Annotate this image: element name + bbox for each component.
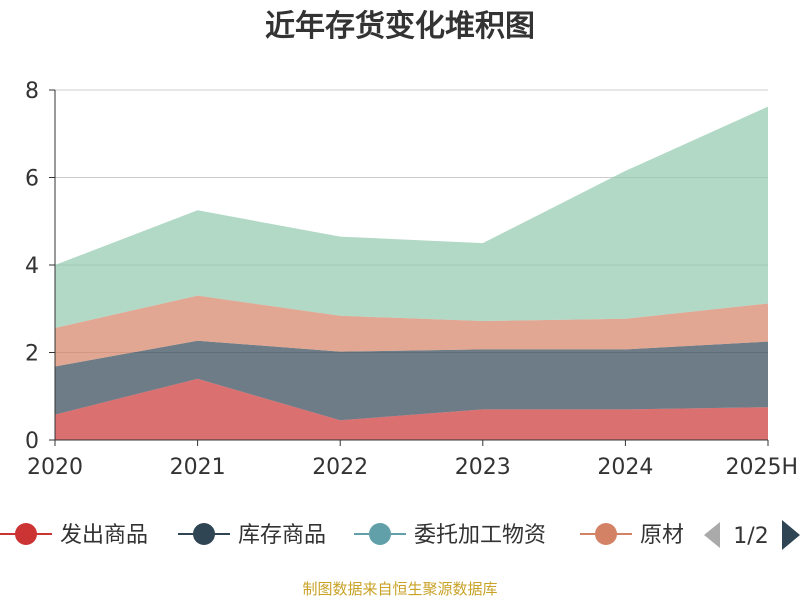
legend-marker [369, 523, 391, 545]
x-tick-label: 2025H [725, 455, 798, 480]
legend-label[interactable]: 库存商品 [238, 523, 326, 548]
axes: 0 2 4 6 8 2020 2021 2022 2023 2024 2025H [25, 79, 798, 480]
legend-label[interactable]: 发出商品 [60, 523, 148, 548]
x-tick-label: 2022 [312, 455, 368, 480]
legend-marker [595, 523, 617, 545]
legend-prev-icon[interactable] [704, 522, 720, 548]
data-source-note: 制图数据来自恒生聚源数据库 [302, 580, 498, 598]
y-tick-label: 0 [25, 429, 39, 454]
legend-label[interactable]: 原材 [640, 523, 684, 548]
legend-marker [15, 523, 37, 545]
legend-label[interactable]: 委托加工物资 [414, 523, 546, 548]
x-tick-label: 2024 [597, 455, 653, 480]
y-tick-label: 4 [25, 254, 39, 279]
y-tick-label: 2 [25, 342, 39, 367]
area-库存商品 [55, 340, 768, 421]
legend-next-icon[interactable] [782, 520, 800, 550]
area-series [55, 106, 768, 440]
x-tick-label: 2021 [170, 455, 226, 480]
y-tick-label: 6 [25, 167, 39, 192]
x-tick-label: 2023 [455, 455, 511, 480]
legend-marker [193, 523, 215, 545]
legend: 发出商品 库存商品 委托加工物资 原材 1/2 [0, 515, 800, 555]
x-tick-label: 2020 [27, 455, 83, 480]
legend-page-indicator: 1/2 [733, 524, 768, 549]
area-在产品 [55, 106, 768, 328]
chart-title: 近年存货变化堆积图 [265, 9, 535, 44]
legend-clip [683, 515, 705, 555]
area-原材料 [55, 295, 768, 367]
area-发出商品 [55, 378, 768, 440]
y-tick-label: 8 [25, 79, 39, 104]
